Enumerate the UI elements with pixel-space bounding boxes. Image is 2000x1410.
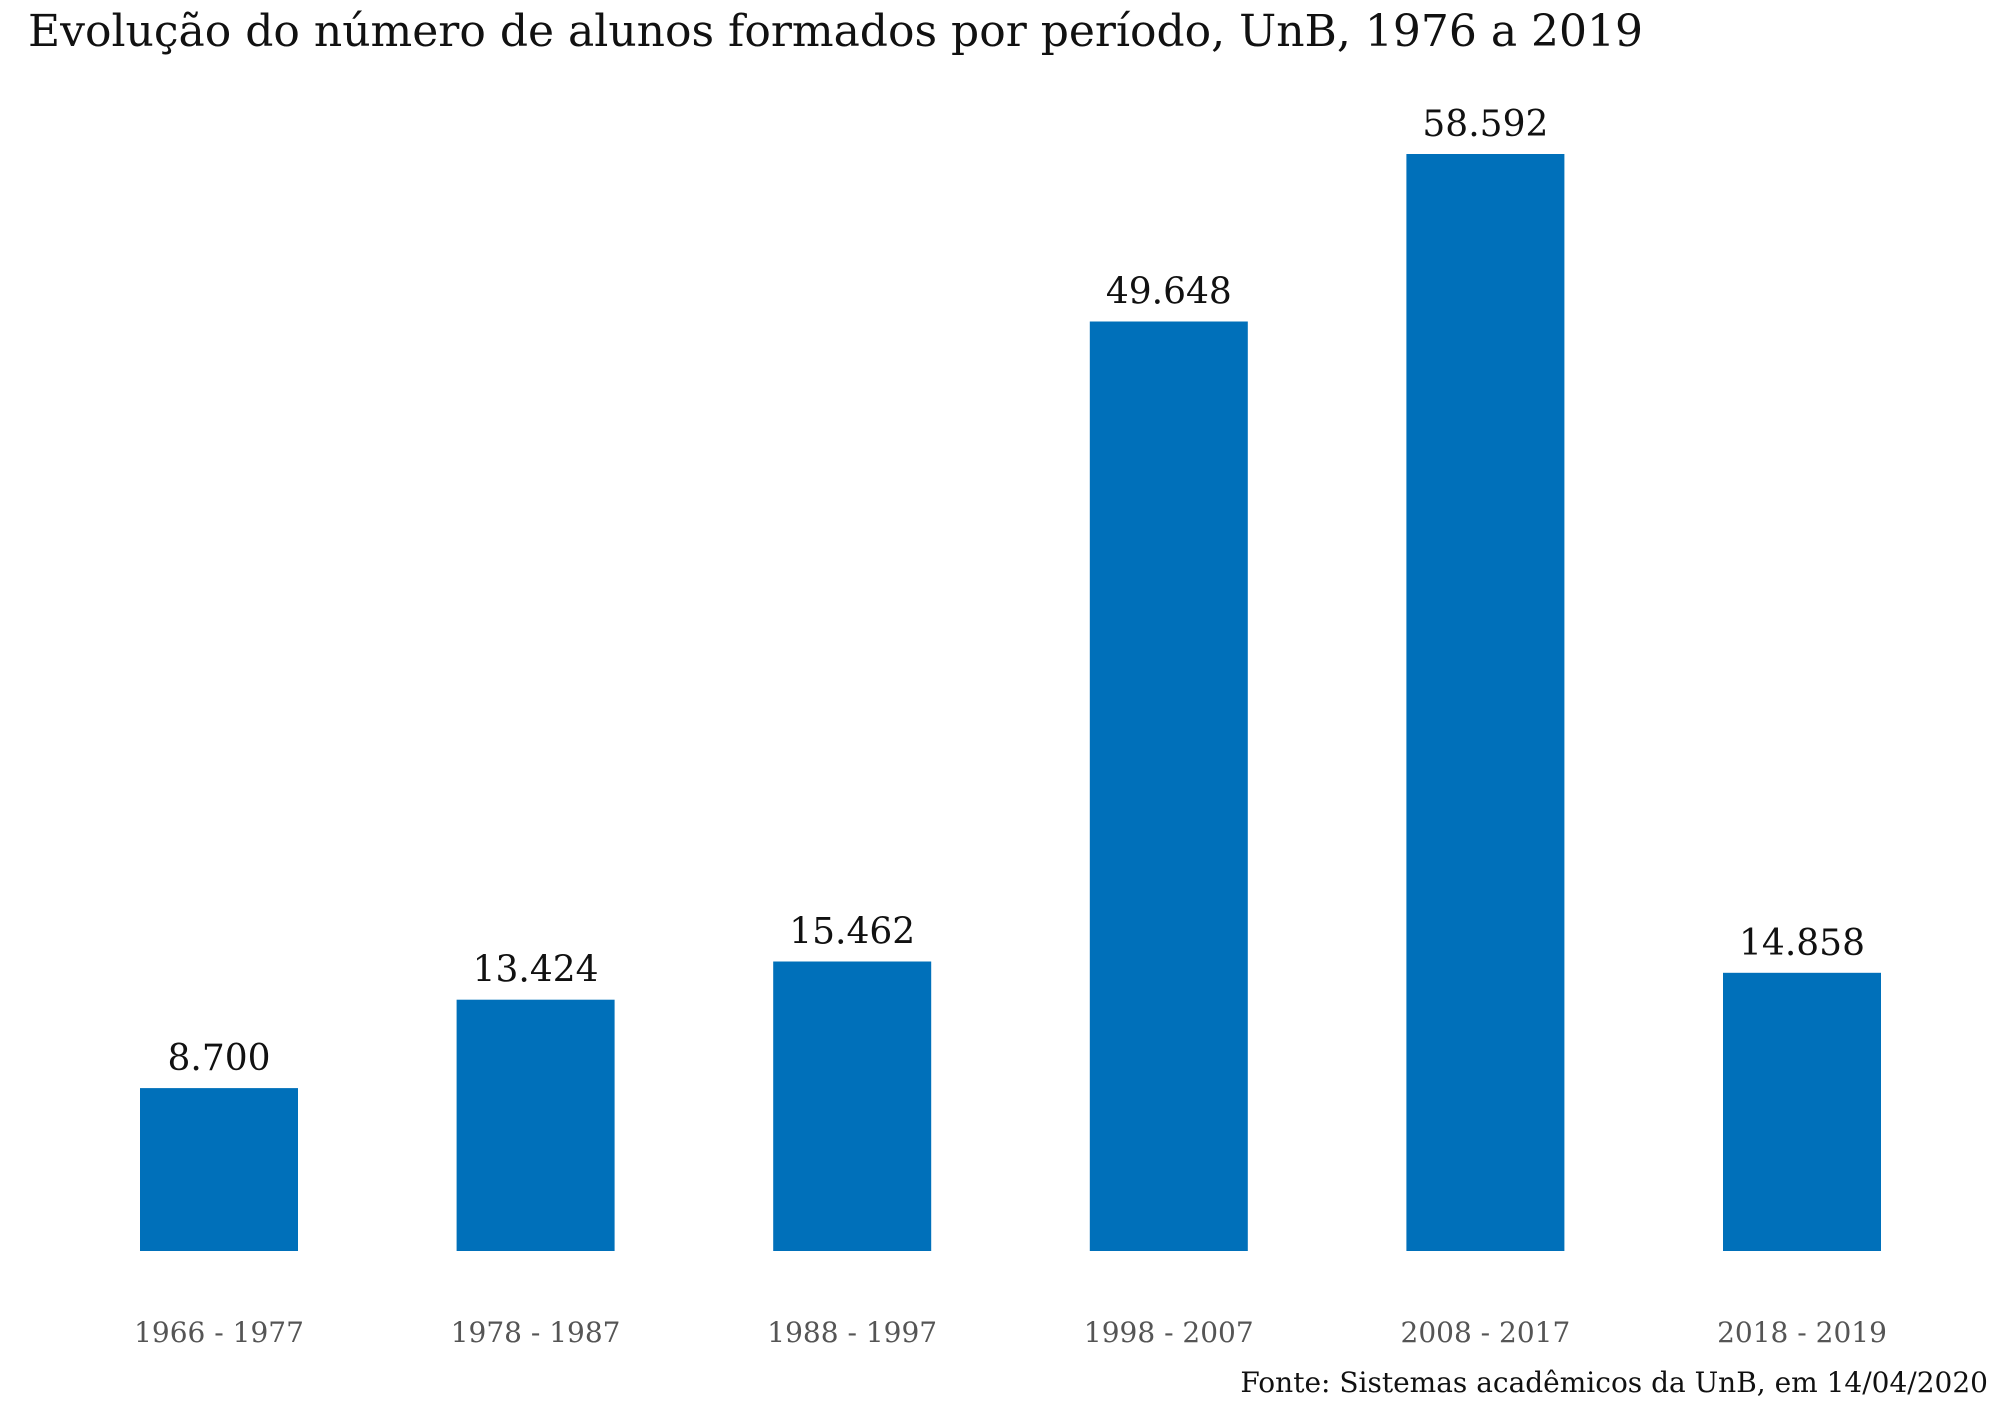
value-label-6: 14.858 (1739, 923, 1865, 964)
category-label-5: 2008 - 2017 (1401, 1316, 1571, 1349)
category-label-4: 1998 - 2007 (1084, 1316, 1254, 1349)
category-label-2: 1978 - 1987 (451, 1316, 621, 1349)
category-label-1: 1966 - 1977 (134, 1316, 304, 1349)
value-label-4: 49.648 (1106, 272, 1232, 313)
bar-5 (1406, 154, 1565, 1251)
chart-title: Evolução do número de alunos formados po… (28, 6, 1644, 57)
bar-3 (773, 961, 932, 1251)
bars-layer (140, 154, 1881, 1251)
bar-4 (1089, 321, 1248, 1251)
category-label-6: 2018 - 2019 (1717, 1316, 1887, 1349)
value-label-2: 13.424 (473, 950, 599, 991)
bar-6 (1723, 972, 1881, 1251)
value-labels-layer: 8.700 13.424 15.462 49.648 58.592 14.858 (167, 104, 1865, 1079)
value-label-5: 58.592 (1422, 104, 1548, 145)
category-labels-layer: 1966 - 1977 1978 - 1987 1988 - 1997 1998 - … (134, 1316, 1887, 1349)
bar-1 (140, 1088, 298, 1251)
value-label-1: 8.700 (167, 1038, 270, 1079)
category-label-3: 1988 - 1997 (767, 1316, 937, 1349)
value-label-3: 15.462 (789, 912, 915, 953)
source-note: Fonte: Sistemas acadêmicos da UnB, em 14… (1240, 1366, 1988, 1399)
bar-2 (456, 999, 615, 1251)
